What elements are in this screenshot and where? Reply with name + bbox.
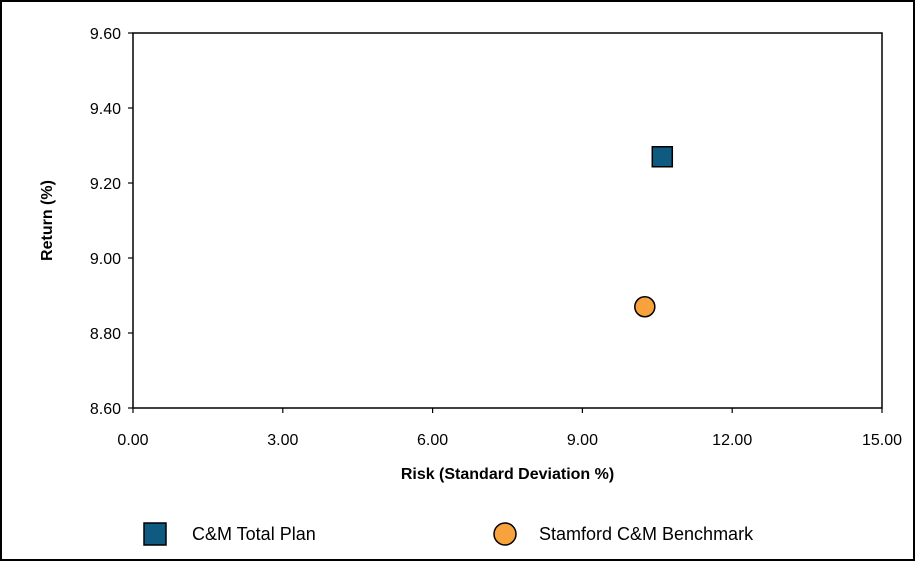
x-axis-ticks: 0.00 3.00 6.00 9.00 12.00 15.00 [117,408,902,449]
x-axis-title: Risk (Standard Deviation %) [401,466,614,483]
legend-marker-1 [493,522,517,546]
y-tick-label: 9.00 [90,251,121,268]
legend: C&M Total Plan Stamford C&M Benchmark [143,522,754,546]
plot-area [132,32,883,409]
y-tick-label: 8.60 [90,401,121,418]
y-tick-label: 9.20 [90,176,121,193]
legend-label-1: Stamford C&M Benchmark [539,524,754,544]
x-tick-label: 3.00 [267,432,298,449]
y-axis-ticks: 8.60 8.80 9.00 9.20 9.40 9.60 [90,26,133,418]
data-point-1-0 [634,296,656,318]
x-tick-label: 6.00 [417,432,448,449]
x-tick-label: 0.00 [117,432,148,449]
data-point-0-0 [651,146,674,168]
y-axis-title: Return (%) [39,180,56,261]
x-tick-label: 9.00 [567,432,598,449]
y-tick-label: 9.40 [90,101,121,118]
legend-marker-0 [143,522,167,546]
x-tick-label: 12.00 [712,432,752,449]
x-tick-label: 15.00 [862,432,902,449]
data-points [634,146,674,318]
y-tick-label: 8.80 [90,326,121,343]
legend-label-0: C&M Total Plan [192,524,316,544]
y-tick-label: 9.60 [90,26,121,43]
